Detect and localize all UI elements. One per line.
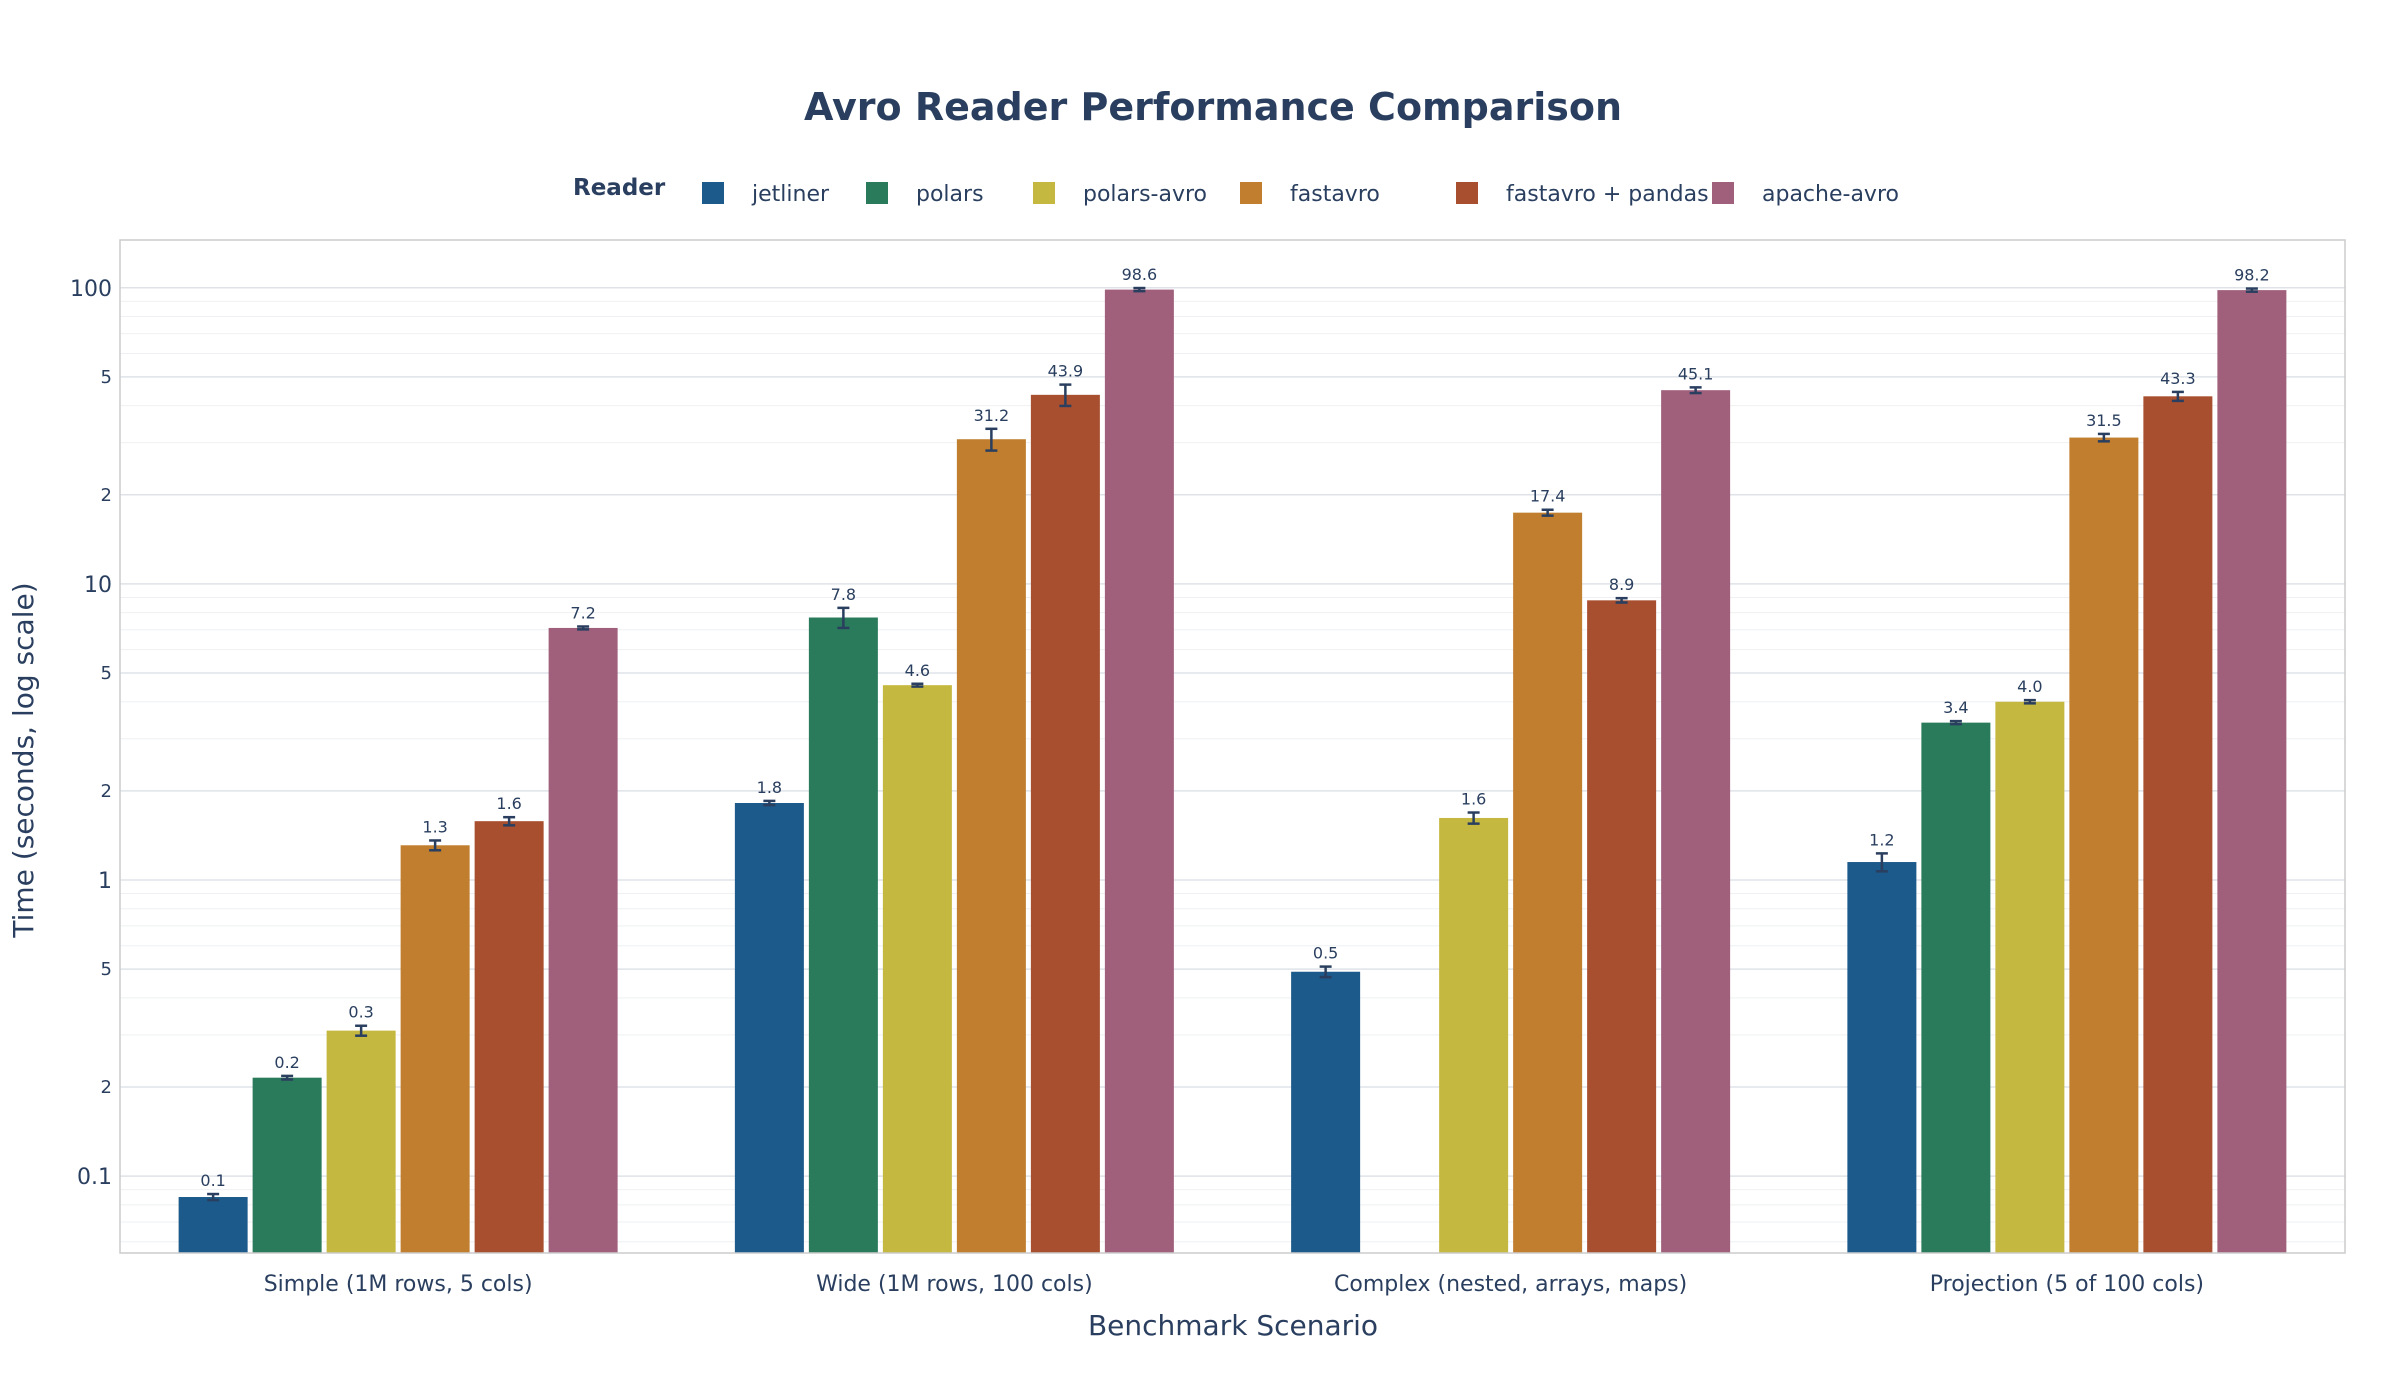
legend-swatch[interactable] (1240, 182, 1262, 204)
bar[interactable] (252, 1077, 322, 1253)
bar[interactable] (1291, 971, 1361, 1253)
bar-value-label: 0.3 (348, 1003, 373, 1022)
bar[interactable] (808, 617, 878, 1253)
bar[interactable] (2143, 396, 2213, 1254)
bar[interactable] (1439, 817, 1509, 1253)
plot-frame (119, 239, 2346, 1254)
y-axis-title: Time (seconds, log scale) (7, 582, 40, 938)
y-tick-label: 10 (84, 573, 112, 598)
y-axis-tick-labels: 0.1 1 10 100 2 5 2 5 2 5 (70, 277, 112, 1190)
bar[interactable] (1587, 600, 1657, 1253)
bar[interactable] (882, 685, 952, 1253)
bar[interactable] (1104, 289, 1174, 1254)
legend-label[interactable]: apache-avro (1762, 182, 1899, 207)
y-tick-label: 0.1 (77, 1165, 112, 1190)
bar-value-label: 7.8 (831, 585, 856, 604)
bar-value-label: 4.6 (905, 661, 930, 680)
bar-value-labels: 0.1 0.2 0.3 1.3 1.6 7.2 1.8 7.8 4.6 31.2 43.9 98.6 0… (200, 265, 2269, 1190)
bar[interactable] (1513, 512, 1583, 1253)
bar[interactable] (2217, 290, 2287, 1253)
bar[interactable] (1661, 390, 1731, 1253)
bar-value-label: 45.1 (1678, 364, 1714, 383)
bar-value-label: 3.4 (1943, 698, 1968, 717)
legend-label[interactable]: fastavro (1290, 182, 1380, 207)
y-minor-tick-label: 5 (101, 663, 112, 684)
legend-label[interactable]: fastavro + pandas (1506, 182, 1709, 207)
x-tick-label: Projection (5 of 100 cols) (1930, 1272, 2204, 1297)
bar-value-label: 8.9 (1609, 575, 1634, 594)
x-axis-title: Benchmark Scenario (1088, 1309, 1378, 1342)
x-tick-label: Simple (1M rows, 5 cols) (264, 1272, 533, 1297)
y-minor-tick-label: 2 (101, 485, 112, 506)
bar-value-label: 0.1 (200, 1171, 225, 1190)
bar[interactable] (734, 802, 804, 1253)
legend-title: Reader (573, 175, 666, 201)
bar[interactable] (178, 1197, 248, 1253)
bar-value-label: 4.0 (2017, 677, 2042, 696)
bar-value-label: 0.2 (274, 1053, 299, 1072)
chart-title: Avro Reader Performance Comparison (804, 85, 1622, 129)
bar[interactable] (1921, 722, 1991, 1253)
bar-value-label: 17.4 (1530, 487, 1566, 506)
bar-value-label: 1.6 (1461, 790, 1486, 809)
legend-swatch[interactable] (866, 182, 888, 204)
legend-swatch[interactable] (1033, 182, 1055, 204)
bar-value-label: 98.6 (1122, 265, 1158, 284)
bar[interactable] (2069, 437, 2139, 1253)
legend: Reader jetliner polars polars-avro fastavro f… (573, 175, 1899, 207)
bar-value-label: 1.2 (1869, 830, 1894, 849)
bar-value-label: 7.2 (570, 603, 595, 622)
bar-value-label: 0.5 (1313, 944, 1338, 963)
bar-value-label: 31.5 (2086, 411, 2122, 430)
bar-value-label: 43.9 (1048, 362, 1084, 381)
bar-value-label: 43.3 (2160, 369, 2196, 388)
legend-swatch[interactable] (702, 182, 724, 204)
x-axis-tick-labels: Simple (1M rows, 5 cols) Wide (1M rows, 1… (264, 1272, 2204, 1297)
legend-label[interactable]: jetliner (751, 182, 830, 207)
bar[interactable] (548, 627, 618, 1253)
bar[interactable] (400, 845, 470, 1253)
y-tick-label: 100 (70, 277, 112, 302)
bar[interactable] (1995, 701, 2065, 1253)
bar-value-label: 31.2 (974, 406, 1010, 425)
y-minor-tick-label: 5 (101, 367, 112, 388)
bar[interactable] (1847, 862, 1917, 1253)
y-tick-label: 1 (98, 869, 112, 894)
y-minor-tick-label: 5 (101, 959, 112, 980)
bar[interactable] (956, 439, 1026, 1253)
legend-swatch[interactable] (1712, 182, 1734, 204)
bar-value-label: 98.2 (2234, 266, 2270, 285)
y-minor-tick-label: 2 (101, 781, 112, 802)
bar-value-label: 1.3 (422, 817, 447, 836)
legend-label[interactable]: polars (916, 182, 984, 207)
x-tick-label: Wide (1M rows, 100 cols) (816, 1272, 1093, 1297)
x-tick-label: Complex (nested, arrays, maps) (1334, 1272, 1687, 1297)
legend-swatch[interactable] (1456, 182, 1478, 204)
bar[interactable] (326, 1030, 396, 1253)
bars (178, 289, 2287, 1254)
bar[interactable] (474, 821, 544, 1253)
bar-value-label: 1.8 (757, 778, 782, 797)
error-bars (207, 286, 2258, 1202)
y-minor-tick-label: 2 (101, 1077, 112, 1098)
legend-label[interactable]: polars-avro (1083, 182, 1207, 207)
bar-value-label: 1.6 (496, 794, 521, 813)
bar[interactable] (1030, 394, 1100, 1253)
